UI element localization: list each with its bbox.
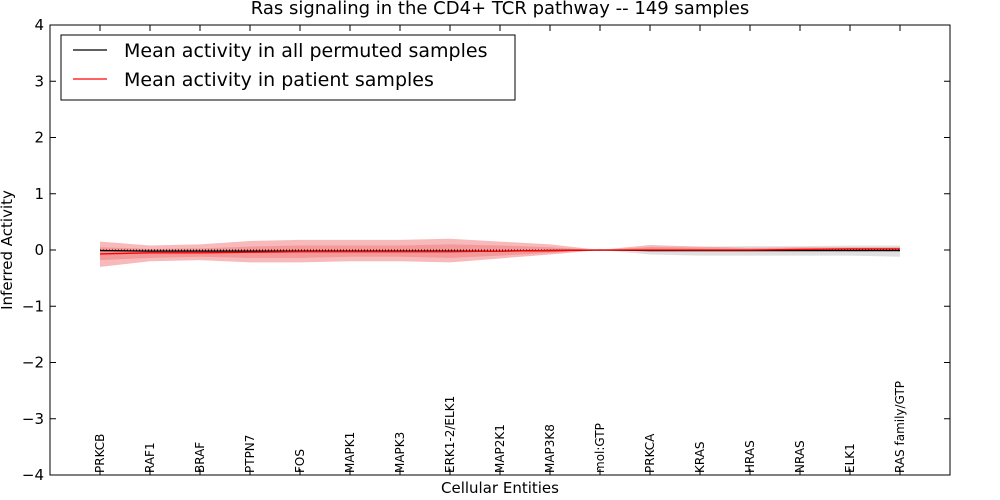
category-label: MAPK3 <box>393 432 407 473</box>
y-tick-label: 4 <box>34 16 44 34</box>
legend-label-patient: Mean activity in patient samples <box>124 69 434 91</box>
y-tick-label: −1 <box>22 297 44 315</box>
y-axis-label: Inferred Activity <box>0 190 16 310</box>
category-label: RAF1 <box>143 442 157 473</box>
category-label: HRAS <box>743 440 757 473</box>
category-label: RAS family/GTP <box>893 381 907 473</box>
y-tick-label: −4 <box>22 466 44 484</box>
category-label: MAP2K1 <box>493 424 507 473</box>
category-label: PRKCB <box>93 434 107 473</box>
category-label: FOS <box>293 449 307 473</box>
category-label: PRKCA <box>643 433 657 473</box>
legend-box <box>60 34 516 101</box>
series-lines <box>99 248 900 255</box>
category-label: ELK1 <box>843 443 857 473</box>
category-label: MAPK1 <box>343 432 357 473</box>
chart-title: Ras signaling in the CD4+ TCR pathway --… <box>251 0 750 19</box>
y-axis-ticks: −4 −3 −2 −1 0 1 2 3 4 <box>22 16 950 484</box>
category-label: PTPN7 <box>243 435 257 473</box>
y-tick-label: 0 <box>34 241 44 259</box>
y-tick-label: 3 <box>34 72 44 90</box>
legend-label-permuted: Mean activity in all permuted samples <box>124 40 487 62</box>
y-tick-label: −2 <box>22 354 44 372</box>
y-tick-label: 2 <box>34 129 44 147</box>
legend: Mean activity in all permuted samples Me… <box>60 34 516 101</box>
category-label: mol:GTP <box>593 423 607 473</box>
line-patient <box>99 248 900 255</box>
category-label: BRAF <box>193 442 207 473</box>
category-label: ERK1-2/ELK1 <box>443 396 457 473</box>
y-tick-label: 1 <box>34 185 44 203</box>
category-labels: PRKCB RAF1 BRAF PTPN7 FOS MAPK1 MAPK3 ERK1-2/EL… <box>93 25 907 475</box>
y-tick-label: −3 <box>22 410 44 428</box>
band-patient-inner <box>100 244 900 261</box>
category-label: NRAS <box>793 440 807 473</box>
plot-frame <box>49 24 951 476</box>
x-axis-label: Cellular Entities <box>441 479 559 497</box>
category-label: KRAS <box>693 441 707 473</box>
category-label: MAP3K8 <box>543 424 557 473</box>
